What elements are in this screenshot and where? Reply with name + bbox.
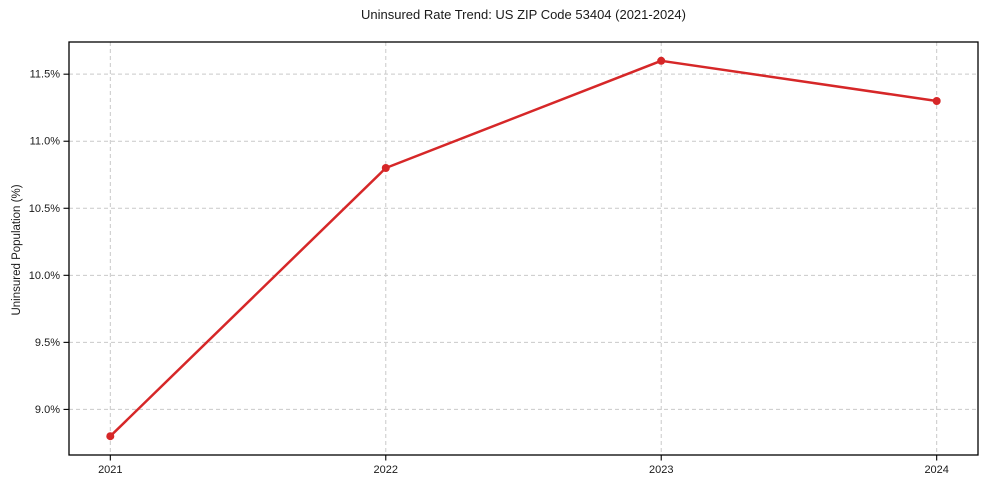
- x-tick-label: 2024: [924, 464, 948, 476]
- data-point-marker: [381, 164, 390, 172]
- y-tick-label: 10.5%: [29, 203, 60, 215]
- y-tick-label: 9.5%: [35, 337, 60, 349]
- plot-border: [68, 41, 979, 456]
- x-tick-label: 2022: [374, 464, 398, 476]
- trend-line: [109, 59, 938, 438]
- y-tick-label: 9.0%: [35, 404, 60, 416]
- data-point-marker: [106, 432, 115, 441]
- x-tick-label: 2021: [98, 464, 122, 476]
- y-tick-label: 11.0%: [30, 136, 61, 148]
- data-point-marker: [657, 56, 666, 65]
- data-point-marker: [932, 97, 941, 105]
- y-tick-label: 10.0%: [29, 270, 60, 282]
- y-tick-label: 11.5%: [30, 69, 61, 81]
- x-tick-label: 2023: [649, 464, 673, 476]
- chart-title: Uninsured Rate Trend: US ZIP Code 53404 …: [361, 7, 686, 22]
